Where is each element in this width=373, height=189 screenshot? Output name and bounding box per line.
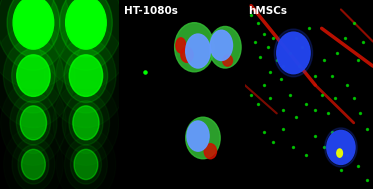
Ellipse shape	[176, 38, 186, 53]
Point	[291, 146, 297, 149]
Ellipse shape	[7, 0, 60, 57]
Ellipse shape	[186, 34, 210, 68]
Ellipse shape	[13, 0, 54, 49]
Ellipse shape	[209, 26, 241, 68]
Point	[364, 127, 370, 130]
Point	[142, 70, 148, 73]
Ellipse shape	[175, 23, 214, 72]
Point	[254, 102, 260, 105]
Ellipse shape	[186, 117, 220, 159]
Ellipse shape	[49, 0, 122, 70]
Ellipse shape	[20, 106, 47, 140]
Point	[312, 74, 318, 77]
Point	[293, 36, 299, 39]
Point	[306, 27, 312, 30]
Point	[280, 127, 286, 130]
Ellipse shape	[73, 106, 99, 140]
Ellipse shape	[0, 0, 84, 89]
Point	[295, 65, 301, 68]
Point	[252, 40, 258, 43]
Point	[293, 116, 299, 119]
Point	[261, 84, 267, 87]
Point	[267, 70, 273, 73]
Text: hMSCs: hMSCs	[248, 6, 288, 16]
Point	[325, 112, 331, 115]
Ellipse shape	[10, 92, 57, 153]
Ellipse shape	[210, 30, 232, 60]
Point	[261, 131, 267, 134]
Ellipse shape	[66, 0, 106, 49]
Ellipse shape	[204, 144, 216, 159]
Ellipse shape	[3, 38, 63, 113]
Point	[280, 108, 286, 111]
Point	[360, 40, 366, 43]
Ellipse shape	[325, 128, 357, 167]
Point	[357, 112, 363, 115]
Point	[329, 74, 335, 77]
Ellipse shape	[69, 55, 103, 96]
Ellipse shape	[274, 29, 313, 77]
Point	[248, 14, 254, 17]
Ellipse shape	[337, 149, 342, 157]
Point	[364, 178, 370, 181]
Point	[274, 59, 280, 62]
Point	[265, 46, 271, 49]
Point	[355, 165, 361, 168]
Ellipse shape	[22, 149, 46, 180]
Ellipse shape	[35, 0, 137, 89]
Point	[344, 84, 350, 87]
Ellipse shape	[60, 0, 112, 57]
Point	[303, 102, 309, 105]
Point	[329, 131, 335, 134]
Point	[312, 135, 318, 138]
Ellipse shape	[70, 145, 101, 184]
Point	[270, 140, 276, 143]
Point	[338, 169, 344, 172]
Point	[270, 36, 276, 39]
Ellipse shape	[0, 0, 70, 70]
Ellipse shape	[17, 55, 50, 96]
Point	[303, 153, 309, 156]
Point	[286, 51, 292, 54]
Point	[267, 97, 273, 100]
Ellipse shape	[327, 130, 355, 164]
Point	[351, 21, 357, 24]
Ellipse shape	[16, 101, 50, 145]
Point	[312, 108, 318, 111]
Point	[355, 59, 361, 62]
Point	[300, 46, 305, 49]
Point	[319, 93, 325, 96]
Point	[321, 59, 327, 62]
Point	[334, 51, 340, 54]
Point	[261, 33, 267, 36]
Ellipse shape	[69, 101, 103, 145]
Point	[321, 146, 327, 149]
Point	[257, 55, 263, 58]
Ellipse shape	[74, 149, 98, 180]
Ellipse shape	[187, 121, 209, 151]
Point	[248, 93, 254, 96]
Point	[332, 97, 338, 100]
Ellipse shape	[12, 49, 55, 103]
Point	[342, 36, 348, 39]
Ellipse shape	[223, 55, 232, 66]
Point	[286, 93, 292, 96]
Point	[280, 65, 286, 68]
Ellipse shape	[62, 92, 110, 153]
Ellipse shape	[56, 38, 116, 113]
Ellipse shape	[277, 32, 310, 74]
Text: HT-1080s: HT-1080s	[124, 6, 178, 16]
Point	[254, 21, 260, 24]
Point	[278, 78, 283, 81]
Point	[344, 153, 350, 156]
Ellipse shape	[64, 49, 108, 103]
Point	[351, 97, 357, 100]
Ellipse shape	[181, 47, 193, 62]
Ellipse shape	[18, 145, 49, 184]
